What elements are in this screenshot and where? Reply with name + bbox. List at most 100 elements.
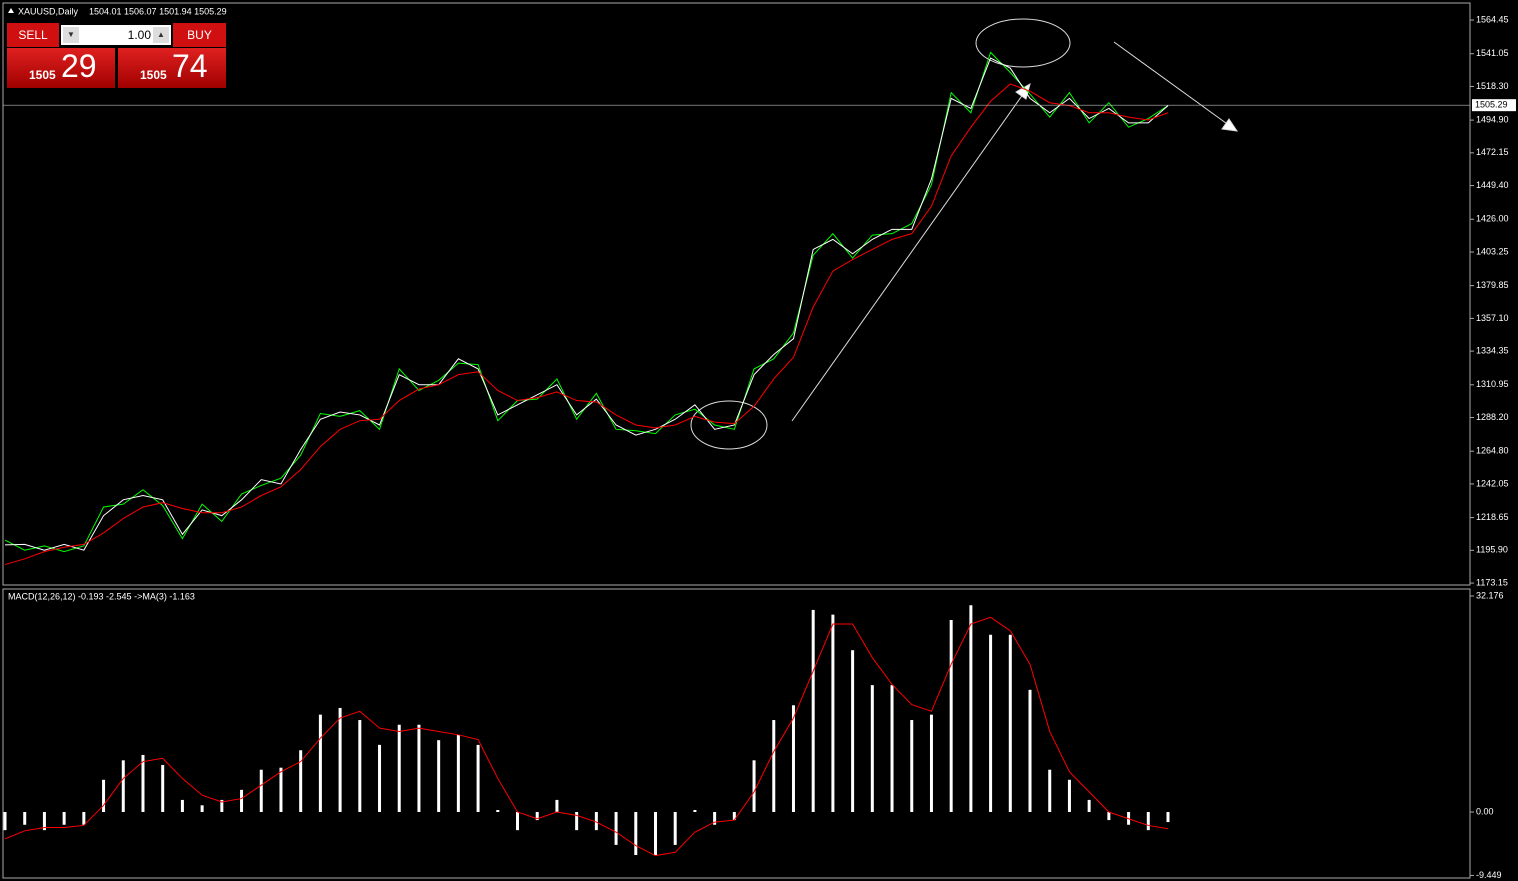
histogram-bar bbox=[259, 769, 263, 813]
current-price-box bbox=[1472, 99, 1516, 112]
y-tick-label: 1541.05 bbox=[1476, 48, 1509, 58]
y-tick-label: 1195.90 bbox=[1476, 545, 1508, 555]
histogram-bar bbox=[220, 799, 224, 813]
y-tick-label: -9.449 bbox=[1476, 870, 1502, 880]
histogram-bar bbox=[279, 767, 283, 813]
histogram-bar bbox=[1107, 812, 1111, 821]
histogram-bar bbox=[693, 809, 697, 813]
histogram-bar bbox=[141, 754, 145, 813]
histogram-bar bbox=[378, 744, 382, 813]
lot-value: 1.00 bbox=[127, 28, 151, 42]
circle-annotation bbox=[690, 400, 768, 450]
histogram-bar bbox=[989, 634, 993, 813]
histogram-bar bbox=[1048, 769, 1052, 813]
histogram-bar bbox=[910, 720, 914, 813]
line-series bbox=[4, 83, 1169, 566]
histogram-bar bbox=[496, 809, 500, 813]
macd-title: MACD(12,26,12) -0.193 -2.545 ->MA(3) -1.… bbox=[8, 591, 195, 601]
histogram-bar bbox=[791, 705, 795, 813]
y-tick-label: 1426.00 bbox=[1476, 214, 1509, 224]
y-tick-label: 1288.20 bbox=[1476, 412, 1509, 422]
histogram-bar bbox=[121, 760, 125, 813]
y-tick-label: 1310.95 bbox=[1476, 379, 1509, 389]
line-series bbox=[4, 57, 1169, 551]
histogram-bar bbox=[653, 812, 657, 855]
bid-price[interactable]: 1505 29 bbox=[7, 48, 115, 88]
y-tick-label: 1564.45 bbox=[1476, 14, 1509, 24]
y-tick-label: 1173.15 bbox=[1476, 577, 1508, 587]
histogram-bar bbox=[969, 605, 973, 813]
y-tick-label: 1449.40 bbox=[1476, 180, 1509, 190]
y-tick-label: 1379.85 bbox=[1476, 280, 1509, 290]
arrow-line bbox=[791, 89, 1027, 422]
ask-small: 74 bbox=[172, 48, 208, 84]
histogram-bar bbox=[102, 779, 106, 813]
price-frame bbox=[2, 2, 1471, 586]
y-tick-label: 1357.10 bbox=[1476, 313, 1509, 323]
histogram-bar bbox=[1008, 634, 1012, 813]
y-tick-label: 1242.05 bbox=[1476, 478, 1509, 488]
ask-big: 1505 bbox=[140, 68, 167, 82]
buy-button[interactable]: BUY bbox=[173, 23, 226, 47]
annotations bbox=[690, 18, 1239, 450]
histogram-bar bbox=[614, 812, 618, 845]
bid-small: 29 bbox=[61, 48, 97, 84]
histogram-bar bbox=[1166, 812, 1170, 823]
trade-panel: SELL ▼ 1.00 ▲ BUY 1505 29 1505 74 bbox=[7, 23, 226, 88]
histogram-bar bbox=[417, 724, 421, 813]
histogram-bar bbox=[673, 812, 677, 845]
y-tick-label: 1264.80 bbox=[1476, 446, 1509, 456]
histogram-bar bbox=[299, 750, 303, 813]
arrow-head bbox=[1221, 118, 1239, 132]
histogram-bar bbox=[851, 650, 855, 813]
y-tick-label: 1472.15 bbox=[1476, 147, 1509, 157]
histogram-bar bbox=[456, 734, 460, 813]
histogram-bar bbox=[161, 765, 165, 813]
histogram-bar bbox=[555, 799, 559, 813]
histogram-bar bbox=[1067, 779, 1071, 813]
histogram-bar bbox=[811, 609, 815, 813]
histogram-bar bbox=[397, 724, 401, 813]
histogram-bar bbox=[1028, 689, 1032, 813]
histogram-bar bbox=[575, 812, 579, 831]
y-tick-label: 1494.90 bbox=[1476, 114, 1509, 124]
histogram-bar bbox=[870, 685, 874, 813]
circle-annotation bbox=[975, 18, 1071, 68]
histogram-bar bbox=[338, 707, 342, 813]
ask-price[interactable]: 1505 74 bbox=[118, 48, 226, 88]
histogram-bar bbox=[476, 744, 480, 813]
histogram-bar bbox=[1146, 812, 1150, 831]
histogram-bar bbox=[929, 714, 933, 813]
histogram-bar bbox=[82, 812, 86, 825]
lot-down[interactable]: ▼ bbox=[63, 27, 79, 43]
histogram-bar bbox=[200, 805, 204, 813]
line-series bbox=[4, 616, 1169, 857]
lot-up[interactable]: ▲ bbox=[153, 27, 169, 43]
histogram-bar bbox=[634, 812, 638, 855]
histogram-bar bbox=[594, 812, 598, 831]
sell-button[interactable]: SELL bbox=[7, 23, 59, 47]
histogram-bar bbox=[180, 799, 184, 813]
bid-big: 1505 bbox=[29, 68, 56, 82]
histogram-bar bbox=[42, 812, 46, 831]
line-series bbox=[4, 51, 1169, 553]
histogram-bar bbox=[949, 620, 953, 813]
histogram-bar bbox=[890, 685, 894, 813]
histogram-bar bbox=[3, 812, 7, 831]
y-tick-label: 32.176 bbox=[1476, 590, 1504, 600]
histogram-bar bbox=[1087, 799, 1091, 813]
histogram-bar bbox=[516, 812, 520, 831]
histogram-bar bbox=[240, 789, 244, 813]
histogram-bar bbox=[358, 720, 362, 813]
lot-box[interactable]: ▼ 1.00 ▲ bbox=[61, 25, 171, 45]
y-tick-label: 1518.30 bbox=[1476, 81, 1509, 91]
y-tick-label: 1334.35 bbox=[1476, 345, 1509, 355]
ohlc: 1504.01 1506.07 1501.94 1505.29 bbox=[89, 6, 227, 16]
histogram-bar bbox=[772, 720, 776, 813]
symbol: XAUUSD,Daily bbox=[18, 6, 79, 16]
histogram-bar bbox=[732, 812, 736, 821]
histogram-bar bbox=[318, 714, 322, 813]
y-tick-label: 0.00 bbox=[1476, 806, 1494, 816]
